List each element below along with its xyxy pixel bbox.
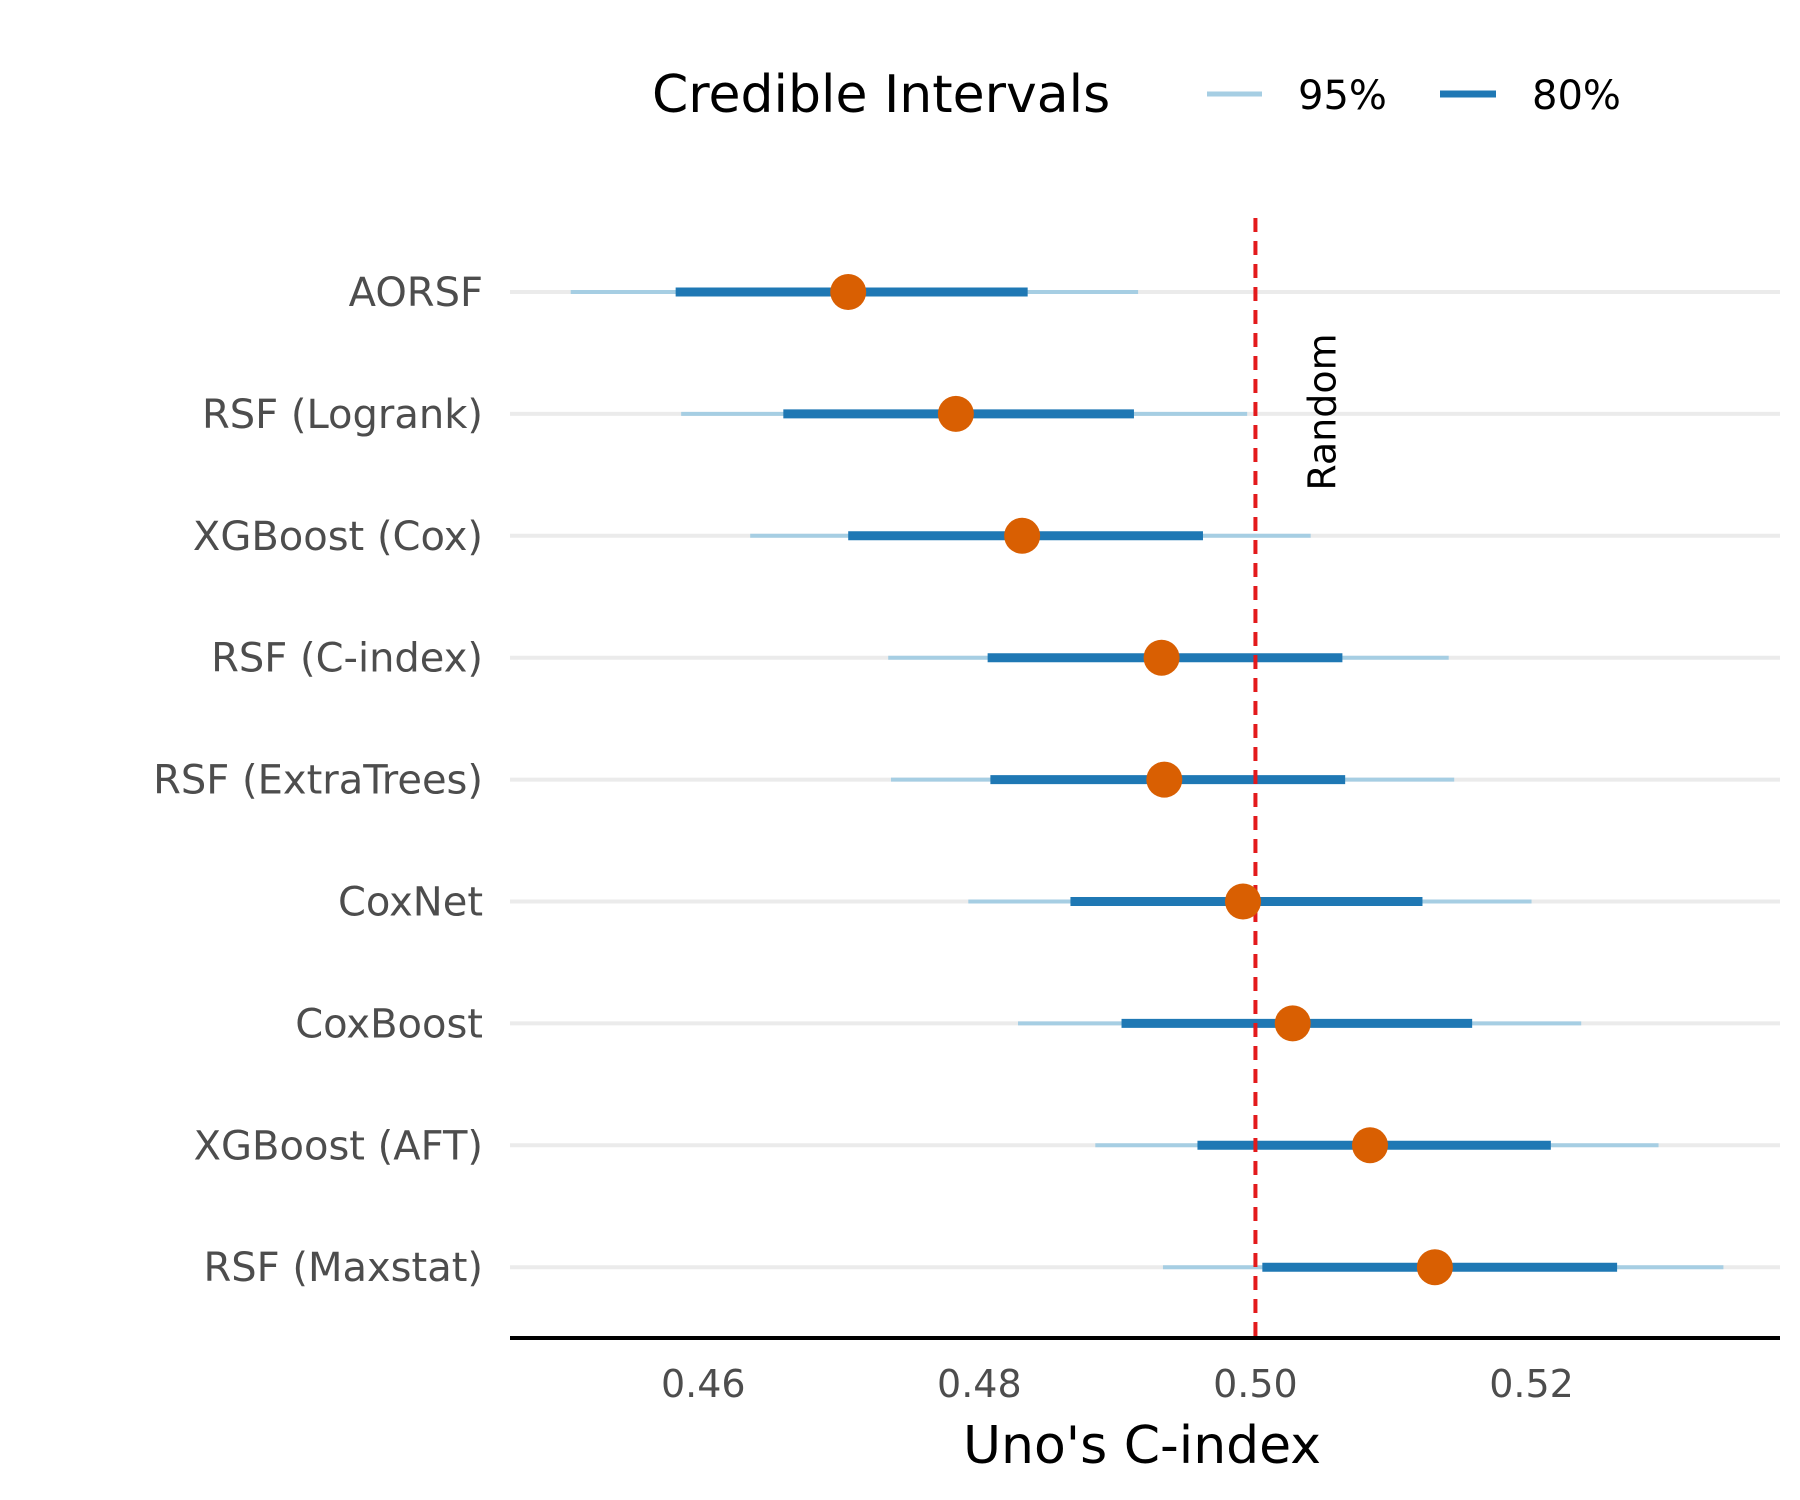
point-estimate (830, 274, 867, 310)
point-estimate (1004, 517, 1041, 554)
x-tick-labels: 0.46 0.48 0.50 0.52 (661, 1362, 1574, 1406)
category-label: XGBoost (AFT) (194, 1123, 483, 1169)
category-label: RSF (Maxstat) (203, 1245, 483, 1291)
category-label: RSF (C-index) (211, 636, 483, 682)
point-estimate (1416, 1249, 1453, 1286)
category-labels: AORSF RSF (Logrank) XGBoost (Cox) RSF (C-in… (153, 270, 483, 1291)
x-tick-label: 0.46 (661, 1362, 746, 1406)
category-label: XGBoost (Cox) (193, 514, 483, 560)
legend-label-95: 95% (1298, 73, 1387, 119)
point-estimate (1352, 1127, 1389, 1164)
legend-label-80: 80% (1532, 73, 1621, 119)
category-label: CoxBoost (295, 1001, 483, 1047)
x-tick-label: 0.50 (1213, 1362, 1298, 1406)
category-label: CoxNet (338, 880, 483, 926)
point-estimate (1274, 1005, 1311, 1042)
category-label: RSF (ExtraTrees) (153, 758, 483, 804)
legend: Credible Intervals 95% 80% (652, 65, 1621, 125)
x-axis-title: Uno's C-index (963, 1416, 1321, 1476)
point-estimates (830, 274, 1453, 1286)
point-estimate (1225, 883, 1262, 920)
x-tick-label: 0.48 (937, 1362, 1022, 1406)
category-label: AORSF (349, 270, 483, 316)
point-estimate (1143, 639, 1180, 676)
random-reference-label: Random (1300, 333, 1344, 490)
x-tick-label: 0.52 (1489, 1362, 1574, 1406)
point-estimate (1146, 761, 1183, 798)
legend-title: Credible Intervals (652, 65, 1110, 125)
point-estimate (937, 395, 974, 432)
category-label: RSF (Logrank) (202, 392, 483, 438)
